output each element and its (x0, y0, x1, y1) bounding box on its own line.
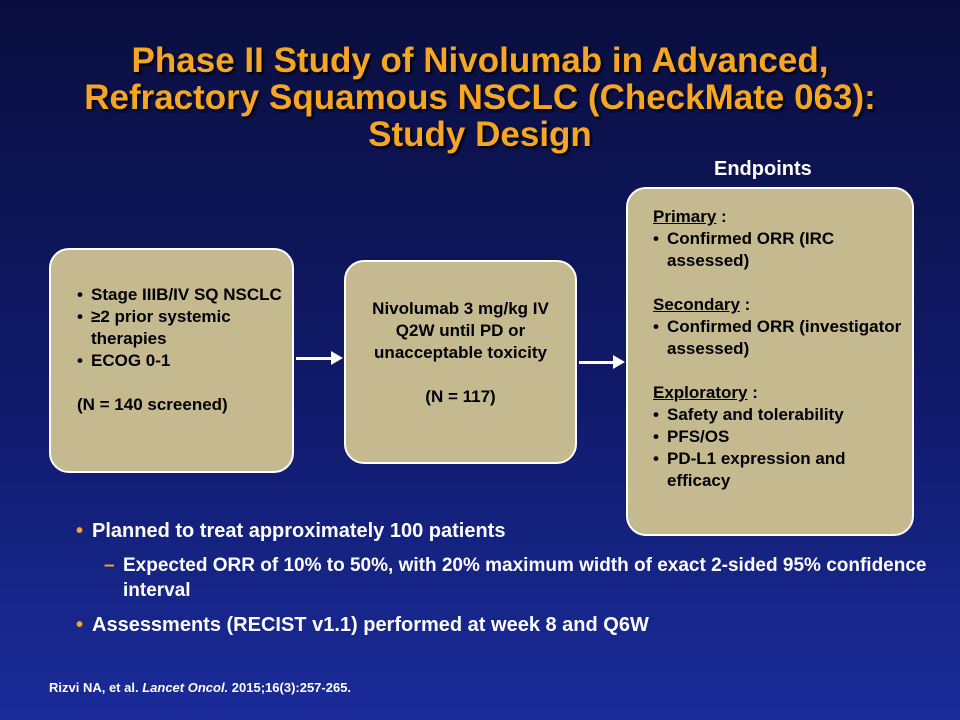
arrow-right-icon (296, 351, 343, 365)
title-line-2: Refractory Squamous NSCLC (CheckMate 063… (84, 78, 876, 117)
title-line-1: Phase II Study of Nivolumab in Advanced, (131, 41, 829, 80)
citation: Rizvi NA, et al. Lancet Oncol. 2015;16(3… (49, 680, 351, 695)
exploratory-label: Exploratory (653, 383, 748, 402)
primary-label: Primary (653, 207, 717, 226)
eligibility-item: ≥2 prior systemic therapies (77, 306, 284, 350)
citation-journal: Lancet Oncol. (142, 680, 229, 695)
citation-authors: Rizvi NA, et al. (49, 680, 139, 695)
exploratory-item: PFS/OS (653, 426, 904, 448)
eligibility-item: ECOG 0-1 (77, 350, 284, 372)
treatment-text: Nivolumab 3 mg/kg IV Q2W until PD or una… (372, 299, 549, 362)
exploratory-item: PD-L1 expression and efficacy (653, 448, 904, 492)
bullet-assessments: Assessments (RECIST v1.1) performed at w… (76, 612, 936, 638)
slide-title: Phase II Study of Nivolumab in Advanced,… (0, 42, 960, 153)
title-line-3: Study Design (368, 115, 592, 154)
arrow-right-icon (579, 355, 625, 369)
primary-item: Confirmed ORR (IRC assessed) (653, 228, 904, 272)
treatment-box: Nivolumab 3 mg/kg IV Q2W until PD or una… (344, 260, 577, 464)
secondary-label: Secondary (653, 295, 740, 314)
endpoints-heading: Endpoints (714, 158, 812, 180)
eligibility-box: Stage IIIB/IV SQ NSCLC ≥2 prior systemic… (49, 248, 294, 473)
endpoints-box: Primary : Confirmed ORR (IRC assessed) S… (626, 187, 914, 536)
bullet-list: Planned to treat approximately 100 patie… (76, 518, 936, 638)
secondary-item: Confirmed ORR (investigator assessed) (653, 316, 904, 360)
exploratory-item: Safety and tolerability (653, 404, 904, 426)
citation-details: 2015;16(3):257-265. (231, 680, 352, 695)
screened-count: (N = 140 screened) (77, 395, 228, 414)
sub-bullet-expected-orr: Expected ORR of 10% to 50%, with 20% max… (104, 553, 936, 603)
eligibility-item: Stage IIIB/IV SQ NSCLC (77, 284, 284, 306)
treated-count: (N = 117) (425, 387, 496, 406)
bullet-planned-treatment: Planned to treat approximately 100 patie… (76, 518, 936, 544)
